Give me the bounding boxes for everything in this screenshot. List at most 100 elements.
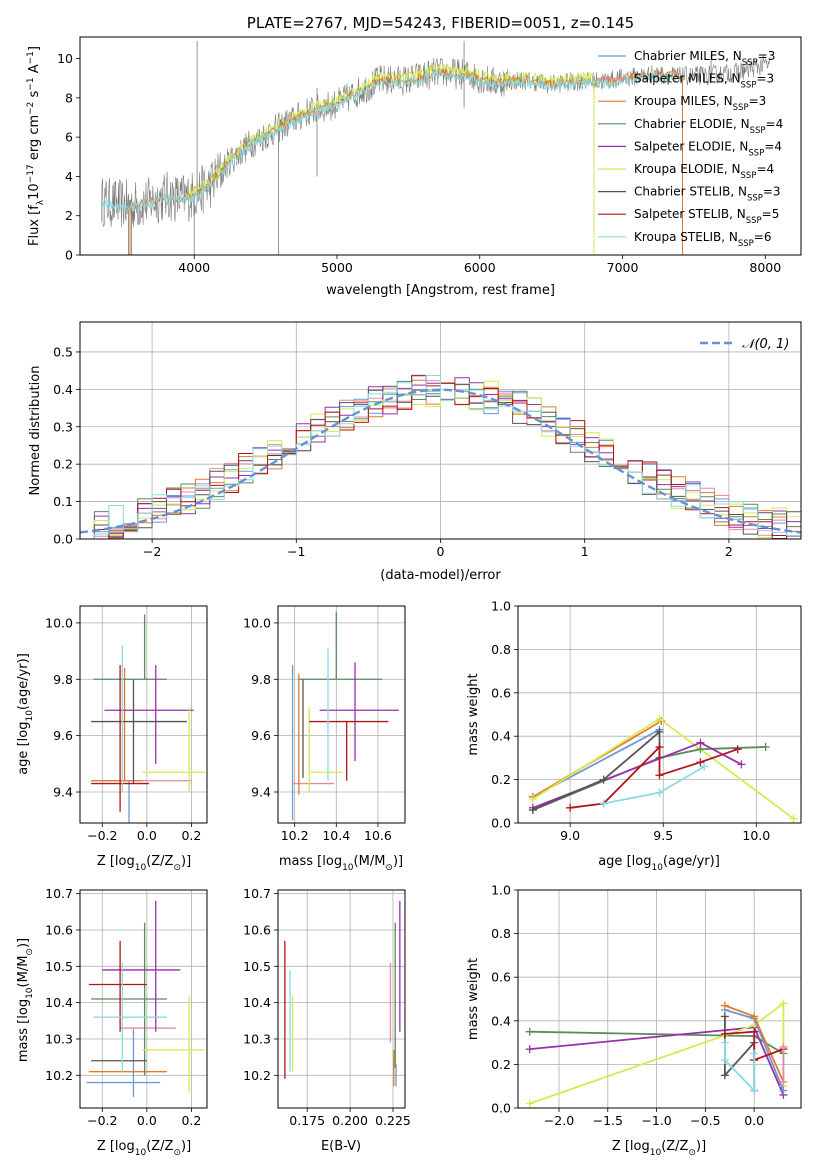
y-tick-label: 10.5 — [243, 959, 271, 974]
label-part: Salpeter STELIB, N — [634, 207, 746, 221]
legend-label: Chabrier STELIB, NSSP=3 — [634, 185, 781, 204]
label-part: 10 — [135, 1148, 147, 1158]
label-part: =5 — [762, 207, 780, 221]
residuals-panel: −2 −1 0 1 2 0.0 0.1 0.2 0.3 0.4 0.5 — [53, 321, 802, 559]
legend-label: Salpeter MILES, NSSP=3 — [634, 72, 774, 91]
label-part: −1 — [26, 51, 36, 64]
x-tick-label: 10.6 — [364, 828, 392, 843]
label-part: ⊙ — [385, 863, 393, 873]
plot-area — [291, 611, 399, 821]
x-tick-label: 7000 — [607, 260, 639, 275]
label-part: (M/M — [354, 854, 386, 869]
label-part: SSP — [747, 194, 763, 204]
axes-frame — [79, 36, 802, 256]
y-tick-label: 9.6 — [53, 728, 73, 743]
y-tick-label: 10.4 — [45, 995, 73, 1010]
grid — [518, 889, 801, 1109]
x-axis-label: E(B-V) — [321, 1139, 361, 1154]
label-part: Chabrier ELODIE, N — [634, 117, 750, 131]
label-part: Z [log — [612, 1139, 650, 1154]
y-tick-label: 0.8 — [491, 642, 511, 657]
legend-label: Kroupa STELIB, NSSP=6 — [634, 230, 772, 249]
x-tick-label: 9.0 — [560, 828, 580, 843]
series-line — [569, 744, 738, 809]
x-tick-label: 10.0 — [742, 828, 770, 843]
series-marker — [696, 738, 705, 747]
x-tick-label: −1.5 — [593, 1113, 623, 1128]
chart-title: PLATE=2767, MJD=54243, FIBERID=0051, z=0… — [247, 14, 634, 32]
model-kroupa-miles — [128, 68, 682, 209]
y-tick-label: 10.2 — [243, 1068, 271, 1083]
x-tick-label: 0.0 — [744, 1113, 764, 1128]
legend-label: Chabrier MILES, NSSP=3 — [634, 49, 775, 68]
x-tick-label: −1 — [287, 544, 305, 559]
axes-frame — [79, 889, 208, 1109]
y-tick-label: 10.5 — [45, 959, 73, 974]
x-tick-label: 0.175 — [289, 1113, 325, 1128]
x-tick-label: 10.4 — [322, 828, 350, 843]
label-part: mass [log — [279, 854, 342, 869]
label-part: 10 — [651, 863, 663, 873]
axes-frame — [277, 889, 406, 1109]
label-part: −1 — [26, 77, 36, 90]
model-kroupa-stelib — [100, 68, 683, 212]
series-marker — [720, 1012, 729, 1021]
x-tick-label: −2 — [143, 544, 161, 559]
mass-vs-Z-panel: −0.2 0.0 0.2 10.2 10.3 10.4 10.5 10.6 10.7 — [45, 886, 208, 1128]
label-part: erg cm — [27, 115, 42, 164]
y-axis-label: mass weight — [466, 958, 481, 1040]
plot-area — [284, 900, 401, 1087]
series-marker — [528, 795, 537, 804]
x-tick-label: 8000 — [749, 260, 781, 275]
label-part: age [log — [598, 854, 651, 869]
y-tick-label: 0.5 — [53, 344, 73, 359]
y-tick-label: 10.0 — [243, 615, 271, 630]
plot-area — [100, 40, 771, 255]
legend-label: Salpeter STELIB, NSSP=5 — [634, 207, 779, 226]
y-tick-label: 10.6 — [45, 922, 73, 937]
y-tick-label: 9.6 — [251, 728, 271, 743]
x-axis-label: Z [log10(Z/Z⊙)] — [97, 1139, 191, 1158]
series-marker — [779, 1077, 788, 1086]
series-marker — [779, 1042, 788, 1051]
label-part: SSP — [741, 81, 757, 91]
series-marker — [779, 999, 788, 1008]
label-part: Chabrier MILES, N — [634, 49, 742, 63]
label-part: SSP — [741, 171, 757, 181]
label-part: =4 — [764, 139, 782, 153]
axes-frame — [277, 605, 406, 824]
label-part: 10 — [25, 987, 35, 999]
x-tick-label: 0.2 — [181, 828, 201, 843]
legend-label: Kroupa ELODIE, NSSP=4 — [634, 162, 774, 181]
series-marker — [789, 814, 798, 823]
legend-label: Salpeter ELODIE, NSSP=4 — [634, 139, 782, 158]
y-tick-label: 9.8 — [53, 672, 73, 687]
label-part: 10 — [27, 183, 42, 200]
grid — [80, 606, 207, 823]
x-tick-label: 1 — [581, 544, 589, 559]
label-part: Flux [f — [27, 205, 42, 246]
series-marker — [720, 1056, 729, 1065]
x-tick-label: 5000 — [321, 260, 353, 275]
y-tick-label: 0.2 — [491, 1057, 511, 1072]
series-marker — [720, 1071, 729, 1080]
legend-label: Chabrier ELODIE, NSSP=4 — [634, 117, 783, 136]
y-tick-label: 0.3 — [53, 419, 73, 434]
label-part: Kroupa MILES, N — [634, 94, 733, 108]
label-part: (age/yr)] — [663, 854, 720, 869]
x-tick-label: 2 — [725, 544, 733, 559]
label-part: =3 — [763, 185, 781, 199]
series-marker — [761, 743, 770, 752]
y-tick-label: 10.2 — [45, 1068, 73, 1083]
y-tick-label: 10.7 — [45, 886, 73, 901]
y-tick-label: 0.2 — [53, 457, 73, 472]
label-part: ⊙ — [173, 863, 181, 873]
label-part: 10 — [135, 863, 147, 873]
label-part: =3 — [756, 72, 774, 86]
label-part: Salpeter MILES, N — [634, 72, 741, 86]
label-part: ] — [27, 46, 42, 51]
y-tick-label: 0.6 — [491, 970, 511, 985]
axes-frame — [517, 605, 802, 824]
